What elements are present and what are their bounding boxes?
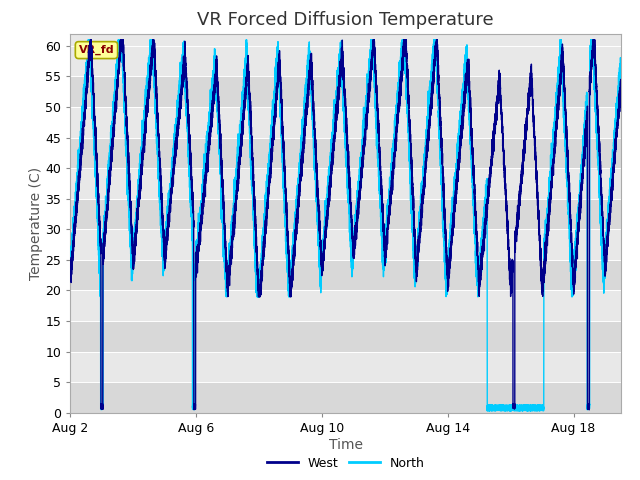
North [617,55,625,61]
Bar [70,76,621,107]
Line: North: North [70,40,621,411]
Bar [70,138,621,168]
North [545,191,552,197]
West [86,37,94,43]
Bar [70,199,621,229]
West [560,75,568,81]
West [617,85,625,91]
North [515,408,522,414]
West [616,88,623,94]
North [418,193,426,199]
North [314,222,322,228]
Title: VR Forced Diffusion Temperature: VR Forced Diffusion Temperature [197,11,494,29]
North [609,152,617,157]
Bar [70,290,621,321]
West [545,213,552,219]
North [84,37,92,43]
Bar [70,260,621,290]
Bar [70,168,621,199]
Y-axis label: Temperature (C): Temperature (C) [29,167,43,280]
Bar [70,46,621,76]
West [314,188,322,194]
North [67,244,74,250]
Legend: West, North: West, North [262,452,429,475]
Bar [70,382,621,413]
West [586,407,593,413]
North [616,76,623,82]
Line: West: West [70,40,621,410]
X-axis label: Time: Time [328,438,363,452]
Text: VR_fd: VR_fd [79,45,115,55]
West [418,211,426,216]
West [67,267,74,273]
Bar [70,352,621,382]
Bar [70,229,621,260]
West [609,175,617,181]
Bar [70,107,621,138]
Bar [70,321,621,352]
North [560,103,568,109]
